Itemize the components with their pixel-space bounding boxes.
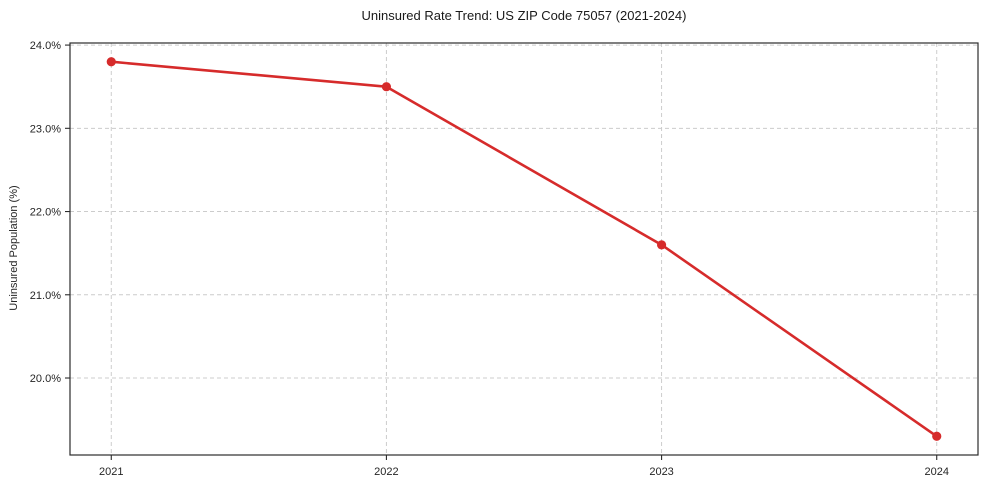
trend-line [109, 60, 939, 438]
data-point [932, 431, 942, 441]
data-point [381, 82, 392, 92]
y-tick-label: 21.0% [30, 290, 61, 302]
x-tick-label: 2024 [924, 466, 948, 478]
data-point [656, 240, 667, 250]
axes-frame [69, 42, 979, 456]
x-tick-label: 2023 [649, 466, 673, 478]
x-tick-label: 2021 [99, 466, 123, 478]
y-tick-label: 23.0% [30, 123, 61, 135]
y-tick-label: 22.0% [30, 207, 61, 219]
y-tick-label: 20.0% [30, 373, 61, 385]
x-tick-label: 2022 [374, 466, 398, 478]
y-tick-label: 24.0% [30, 40, 61, 52]
chart-title: Uninsured Rate Trend: US ZIP Code 75057 … [361, 8, 687, 23]
data-point [106, 57, 116, 67]
